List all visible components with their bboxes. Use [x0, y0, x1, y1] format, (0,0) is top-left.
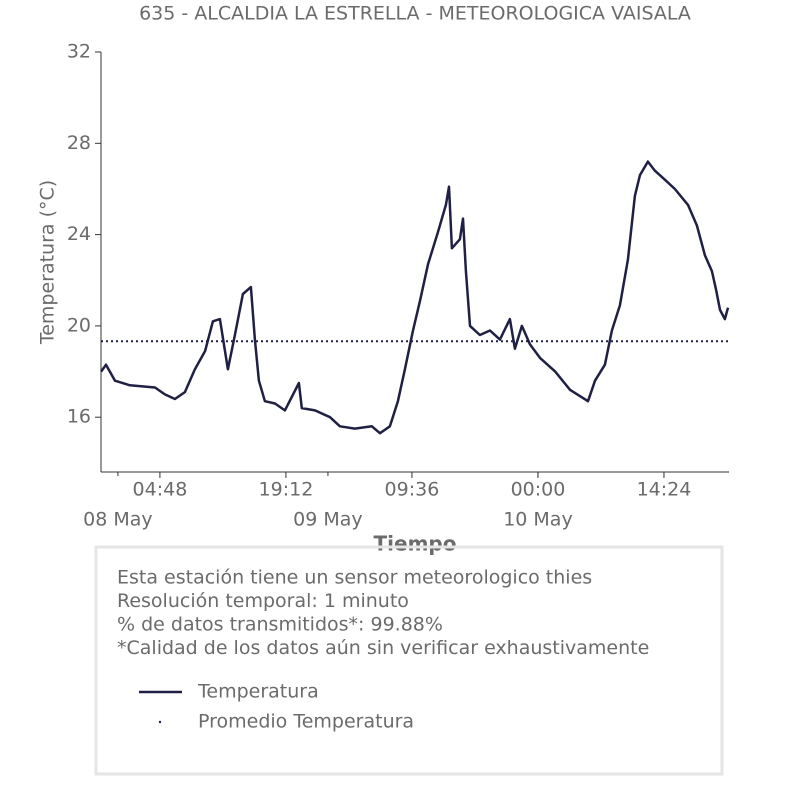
x-date-label: 08 May — [83, 509, 153, 531]
info-note: Resolución temporal: 1 minuto — [117, 590, 409, 612]
legend-label: Temperatura — [197, 681, 319, 703]
info-box — [94, 545, 724, 776]
x-tick-label: 04:48 — [133, 479, 188, 501]
y-tick-label: 32 — [67, 41, 91, 63]
info-note: % de datos transmitidos*: 99.88% — [117, 614, 443, 636]
x-axis-label: Tiempo — [374, 532, 457, 556]
x-date-label: 09 May — [293, 509, 363, 531]
y-tick-label: 24 — [67, 223, 91, 245]
x-tick-label: 14:24 — [637, 479, 692, 501]
temperature-line — [100, 160, 730, 435]
legend-dot-swatch — [158, 720, 162, 724]
y-axis-label: Temperatura (°C) — [37, 180, 59, 345]
info-note: Esta estación tiene un sensor meteorolog… — [117, 567, 592, 589]
x-date-label: 10 May — [503, 509, 573, 531]
y-tick-label: 20 — [67, 314, 91, 336]
x-tick-label: 09:36 — [385, 479, 440, 501]
info-note: *Calidad de los datos aún sin verificar … — [117, 637, 649, 659]
chart-title: 635 - ALCALDIA LA ESTRELLA - METEOROLOGI… — [139, 3, 691, 25]
legend-label: Promedio Temperatura — [198, 711, 414, 733]
x-tick-label: 19:12 — [259, 479, 314, 501]
y-tick-label: 16 — [67, 406, 91, 428]
y-tick-label: 28 — [67, 132, 91, 154]
x-tick-label: 00:00 — [511, 479, 566, 501]
